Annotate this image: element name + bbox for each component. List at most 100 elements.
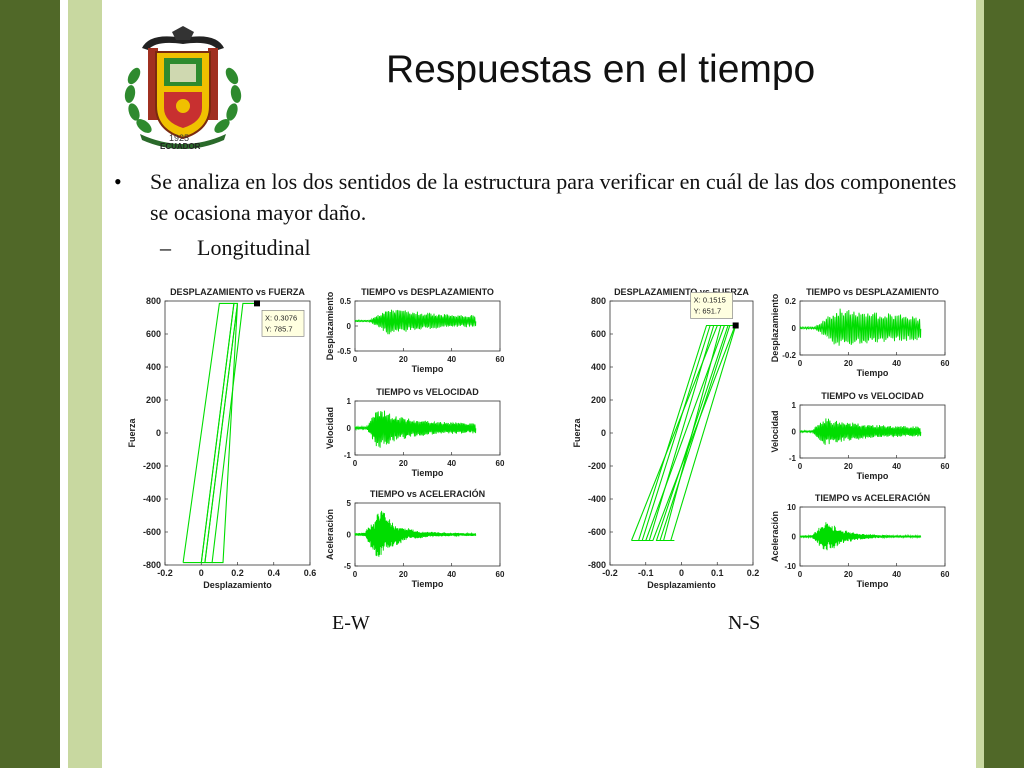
y-tick-label: 400 <box>146 362 161 372</box>
x-tick-label: 20 <box>399 570 408 579</box>
bullet-marker: • <box>114 169 122 194</box>
datatip-y-label: Y: 785.7 <box>265 324 293 333</box>
y-tick-label: 0 <box>347 531 352 540</box>
x-tick-label: 0.2 <box>747 568 760 578</box>
sub-bullet-text: Longitudinal <box>197 235 311 260</box>
x-tick-label: 60 <box>941 359 950 368</box>
y-tick-label: 0 <box>156 428 161 438</box>
x-tick-label: 0 <box>199 568 204 578</box>
x-tick-label: -0.1 <box>638 568 654 578</box>
plot-title: TIEMPO vs DESPLAZAMIENTO <box>806 287 939 297</box>
x-axis-label: Tiempo <box>412 364 444 374</box>
x-tick-label: 20 <box>844 359 853 368</box>
y-tick-label: 600 <box>146 329 161 339</box>
y-tick-label: 10 <box>787 503 796 512</box>
y-tick-label: 0 <box>347 322 352 331</box>
y-tick-label: 0 <box>792 533 797 542</box>
y-tick-label: -400 <box>588 494 606 504</box>
datatip-x-label: X: 0.1515 <box>694 295 726 304</box>
y-tick-label: 800 <box>591 296 606 306</box>
y-tick-label: 0 <box>601 428 606 438</box>
y-tick-label: 400 <box>591 362 606 372</box>
x-axis-label: Tiempo <box>857 471 889 481</box>
x-axis-label: Tiempo <box>857 579 889 589</box>
y-tick-label: 5 <box>347 499 352 508</box>
y-axis-label: Velocidad <box>770 410 780 452</box>
x-axis-label: Desplazamiento <box>203 580 272 590</box>
x-tick-label: 0.1 <box>711 568 724 578</box>
time-series-line <box>354 410 477 448</box>
x-axis-label: Tiempo <box>412 579 444 589</box>
datatip-marker <box>254 300 261 307</box>
x-tick-label: 0 <box>353 459 358 468</box>
y-tick-label: -1 <box>789 454 797 463</box>
right-light-band <box>976 0 984 768</box>
time-series-line <box>799 418 922 445</box>
university-crest-logo <box>124 26 242 149</box>
y-tick-label: 0 <box>347 424 352 433</box>
plot-frame <box>164 300 311 566</box>
y-tick-label: -5 <box>344 562 352 571</box>
y-tick-label: -800 <box>143 560 161 570</box>
slide-title: Respuestas en el tiempo <box>386 48 816 91</box>
y-tick-label: 200 <box>146 395 161 405</box>
x-tick-label: 60 <box>941 462 950 471</box>
label-ew: E-W <box>332 612 370 634</box>
x-axis-label: Tiempo <box>857 368 889 378</box>
y-tick-label: -1 <box>344 451 352 460</box>
plot-title: TIEMPO vs VELOCIDAD <box>376 387 479 397</box>
y-tick-label: 0.5 <box>340 297 352 306</box>
plot-title: TIEMPO vs DESPLAZAMIENTO <box>361 287 494 297</box>
datatip-marker <box>732 322 739 329</box>
x-tick-label: 0 <box>353 570 358 579</box>
left-dark-band <box>0 0 60 768</box>
x-tick-label: 0 <box>798 359 803 368</box>
x-tick-label: 0.2 <box>231 568 244 578</box>
plot-title: TIEMPO vs ACELERACIÓN <box>370 488 485 499</box>
plot-title: DESPLAZAMIENTO vs FUERZA <box>614 287 749 297</box>
x-axis-label: Desplazamiento <box>647 580 716 590</box>
x-tick-label: 60 <box>496 459 505 468</box>
logo-country: ECUADOR <box>160 142 201 151</box>
y-axis-label: Velocidad <box>325 407 335 449</box>
datatip-box <box>261 310 305 337</box>
x-tick-label: 20 <box>844 570 853 579</box>
x-tick-label: 60 <box>496 570 505 579</box>
x-tick-label: -0.2 <box>602 568 618 578</box>
x-tick-label: 60 <box>941 570 950 579</box>
time-series-line <box>354 309 477 335</box>
y-tick-label: -0.5 <box>337 347 351 356</box>
time-series-line <box>799 308 922 346</box>
y-tick-label: -600 <box>143 527 161 537</box>
y-tick-label: 600 <box>591 329 606 339</box>
x-tick-label: 40 <box>892 570 901 579</box>
y-axis-label: Fuerza <box>572 418 582 448</box>
plot-title: TIEMPO vs ACELERACIÓN <box>815 492 930 503</box>
y-tick-label: 200 <box>591 395 606 405</box>
time-series-line <box>354 510 477 557</box>
x-tick-label: 0.4 <box>267 568 280 578</box>
y-tick-label: 800 <box>146 296 161 306</box>
x-tick-label: 20 <box>399 459 408 468</box>
plot-title: DESPLAZAMIENTO vs FUERZA <box>170 287 305 297</box>
label-ns: N-S <box>728 612 761 634</box>
y-tick-label: -200 <box>588 461 606 471</box>
x-tick-label: 40 <box>447 570 456 579</box>
y-tick-label: 0 <box>792 428 797 437</box>
y-tick-label: 0.2 <box>785 297 797 306</box>
datatip-y-label: Y: 651.7 <box>694 306 722 315</box>
bullet-text: Se analiza en los dos sentidos de la est… <box>150 169 957 225</box>
plot-title: TIEMPO vs VELOCIDAD <box>821 391 924 401</box>
y-axis-label: Desplazamiento <box>325 291 335 360</box>
y-tick-label: 0 <box>792 324 797 333</box>
y-tick-label: -10 <box>784 562 796 571</box>
left-light-band <box>68 0 102 768</box>
right-dark-band <box>984 0 1024 768</box>
y-axis-label: Fuerza <box>127 418 137 448</box>
x-tick-label: 0.6 <box>304 568 317 578</box>
y-tick-label: -400 <box>143 494 161 504</box>
x-tick-label: 40 <box>447 459 456 468</box>
x-tick-label: 0 <box>679 568 684 578</box>
x-tick-label: 40 <box>447 355 456 364</box>
